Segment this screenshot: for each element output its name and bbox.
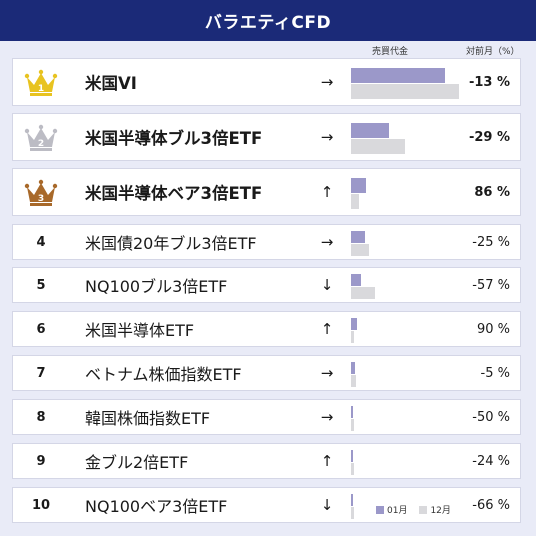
rank-cell: 10	[13, 488, 69, 522]
bar-jan	[351, 122, 389, 138]
ranking-row: 7 ベトナム株価指数ETF → -5 %	[12, 355, 521, 391]
bar-jan	[351, 405, 353, 418]
crown-icon: 1	[24, 69, 58, 96]
bar-dec	[351, 418, 355, 431]
rank-cell: 9	[13, 444, 69, 478]
rank-cell: 7	[13, 356, 69, 390]
bar-dec	[351, 286, 375, 299]
change-percent: 86 %	[474, 184, 510, 200]
rank-cell: 2	[13, 114, 69, 160]
ranking-row: 3 米国半導体ベア3倍ETF ↑ 86 %	[12, 168, 521, 216]
bar-jan	[351, 361, 356, 374]
bar-jan	[351, 230, 366, 243]
rank-number: 5	[36, 277, 46, 293]
arrow-right-icon: →	[320, 128, 334, 146]
arrow-up-icon: ↑	[320, 452, 334, 470]
ranking-row: 6 米国半導体ETF ↑ 90 %	[12, 311, 521, 347]
change-percent: -13 %	[468, 74, 510, 90]
change-percent: -57 %	[472, 277, 510, 293]
page-title: バラエティCFD	[204, 13, 332, 33]
bar-dec	[351, 83, 459, 99]
rank-number: 2	[38, 139, 44, 149]
ranking-row: 2 米国半導体ブル3倍ETF → -29 %	[12, 113, 521, 161]
bar-jan	[351, 273, 361, 286]
arrow-right-icon: →	[320, 364, 334, 382]
legend: 01月 12月	[376, 503, 451, 516]
instrument-name: 金ブル2倍ETF	[85, 453, 189, 472]
bar-dec	[351, 330, 355, 343]
instrument-name: 米国半導体ベア3倍ETF	[85, 184, 263, 203]
ranking-row: 9 金ブル2倍ETF ↑ -24 %	[12, 443, 521, 479]
arrow-down-icon: ↓	[320, 276, 334, 294]
arrow-right-icon: →	[320, 408, 334, 426]
rank-cell: 1	[13, 59, 69, 105]
instrument-name: NQ100ベア3倍ETF	[85, 497, 228, 516]
legend-dec-swatch	[419, 505, 428, 514]
legend-dec-label: 12月	[430, 506, 451, 516]
change-percent: -24 %	[472, 453, 510, 469]
arrow-up-icon: ↑	[320, 320, 334, 338]
bar-dec	[351, 506, 355, 519]
instrument-name: 米国半導体ETF	[85, 321, 195, 340]
instrument-name: 米国債20年ブル3倍ETF	[85, 234, 257, 253]
legend-jan-swatch	[376, 505, 384, 514]
rank-cell: 4	[13, 225, 69, 259]
change-percent: -29 %	[468, 129, 510, 145]
bar-jan	[351, 449, 353, 462]
arrow-down-icon: ↓	[320, 496, 334, 514]
rank-number: 1	[38, 84, 44, 94]
crown-icon: 2	[24, 124, 58, 151]
rank-number: 7	[36, 365, 46, 381]
rank-number: 10	[31, 497, 51, 513]
change-percent: 90 %	[476, 321, 510, 337]
instrument-name: 米国半導体ブル3倍ETF	[85, 129, 263, 148]
ranking-row: 8 韓国株価指数ETF → -50 %	[12, 399, 521, 435]
change-percent: -5 %	[480, 365, 510, 381]
rank-number: 9	[36, 453, 46, 469]
change-percent: -25 %	[472, 234, 510, 250]
instrument-name: NQ100ブル3倍ETF	[85, 277, 228, 296]
crown-icon: 3	[24, 179, 58, 206]
bar-dec	[351, 374, 356, 387]
rank-cell: 6	[13, 312, 69, 346]
legend-jan-label: 01月	[387, 506, 408, 516]
bar-dec	[351, 193, 360, 209]
rank-cell: 8	[13, 400, 69, 434]
arrow-right-icon: →	[320, 73, 334, 91]
bar-jan	[351, 493, 353, 506]
arrow-up-icon: ↑	[320, 183, 334, 201]
column-header-volume: 売買代金	[372, 47, 409, 57]
rank-number: 4	[36, 234, 46, 250]
rank-cell: 5	[13, 268, 69, 302]
ranking-row: 10 NQ100ベア3倍ETF ↓ -66 %	[12, 487, 521, 523]
change-percent: -50 %	[472, 409, 510, 425]
ranking-row: 1 米国VI → -13 %	[12, 58, 521, 106]
bar-jan	[351, 67, 445, 83]
rank-cell: 3	[13, 169, 69, 215]
bar-jan	[351, 317, 358, 330]
rank-number: 8	[36, 409, 46, 425]
rank-number: 3	[38, 194, 44, 204]
rank-number: 6	[36, 321, 46, 337]
bar-dec	[351, 462, 354, 475]
page-header: バラエティCFD	[0, 0, 536, 41]
arrow-right-icon: →	[320, 233, 334, 251]
bar-dec	[351, 138, 405, 154]
instrument-name: 韓国株価指数ETF	[85, 409, 211, 428]
ranking-row: 4 米国債20年ブル3倍ETF → -25 %	[12, 224, 521, 260]
instrument-name: 米国VI	[85, 74, 137, 93]
bar-jan	[351, 177, 367, 193]
bar-dec	[351, 243, 370, 256]
change-percent: -66 %	[472, 497, 510, 513]
ranking-row: 5 NQ100ブル3倍ETF ↓ -57 %	[12, 267, 521, 303]
instrument-name: ベトナム株価指数ETF	[85, 365, 242, 384]
column-header-change: 対前月（%）	[466, 47, 520, 57]
